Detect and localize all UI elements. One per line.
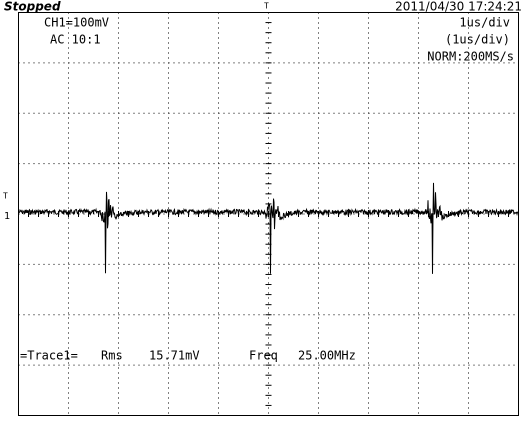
trace-label: =Trace1= (20, 349, 78, 363)
channel-coupling: AC 10:1 (50, 33, 101, 47)
freq-value: 25.00MHz (298, 349, 356, 363)
trigger-level-marker: T (3, 192, 8, 201)
acquisition-mode: NORM:200MS/s (427, 50, 514, 64)
timebase-zoom: (1us/div) (445, 33, 510, 47)
rms-label: Rms (101, 349, 123, 363)
rms-value: 15.71mV (149, 349, 200, 363)
channel-scale: CH1=100mV (44, 16, 109, 30)
channel-marker: 1 (4, 211, 10, 222)
freq-label: Freq (249, 349, 278, 363)
status: Stopped (4, 0, 61, 14)
trigger-position-marker: T (264, 2, 269, 11)
timestamp: 2011/04/30 17:24:21 (395, 0, 522, 14)
waveform (18, 182, 519, 274)
timebase-scale: 1us/div (459, 16, 510, 30)
